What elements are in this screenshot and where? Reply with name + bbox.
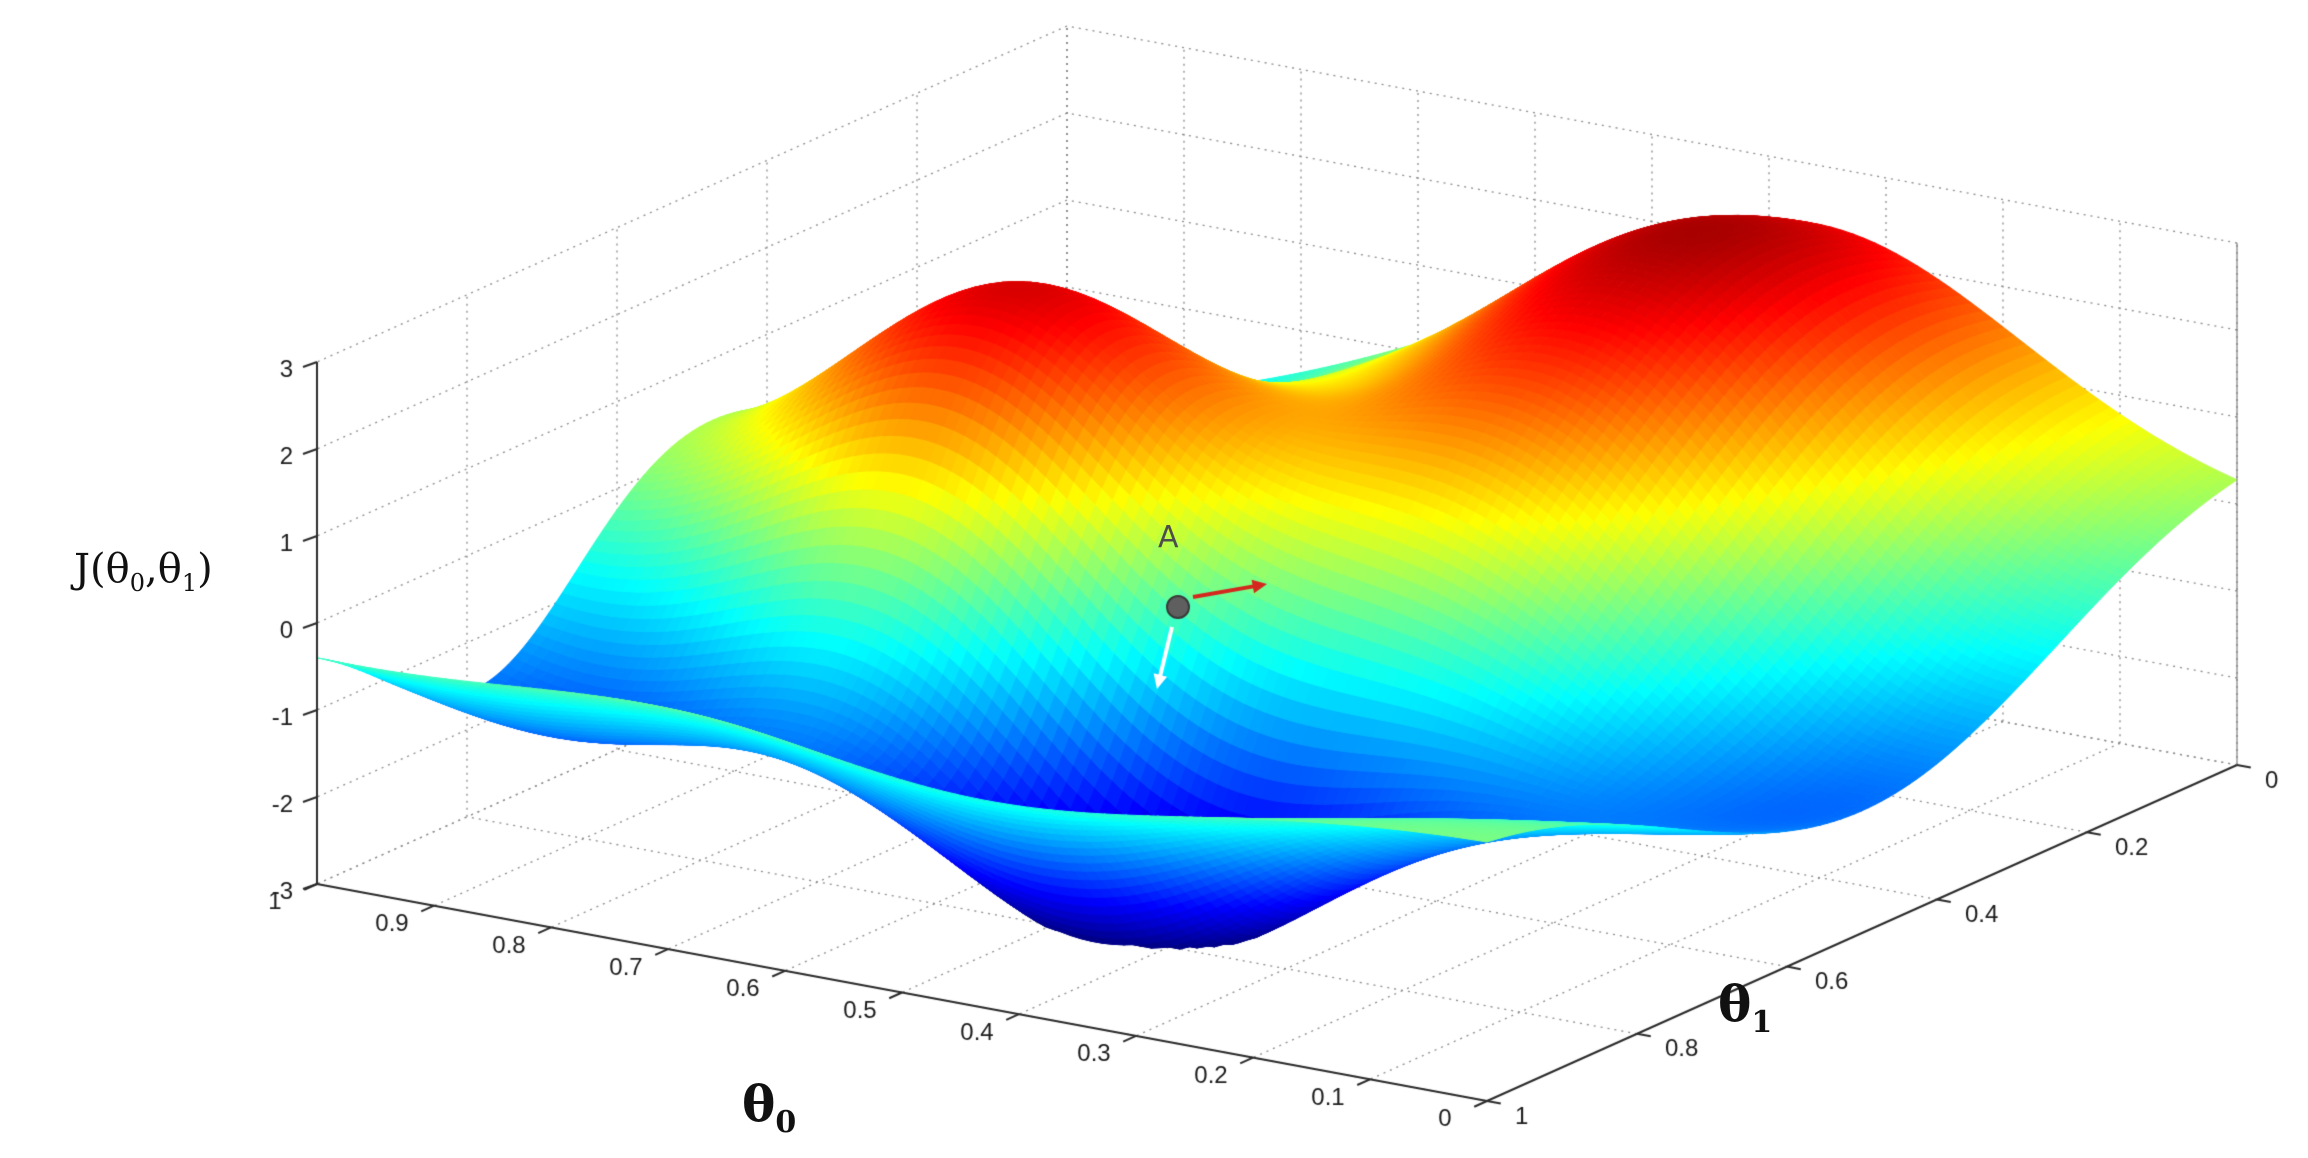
point-a-label: A [1158, 520, 1179, 555]
z-label-text-2: ,θ [145, 546, 182, 592]
y-axis-label: θ1 [1718, 974, 1772, 1040]
x-label-sub: 0 [775, 1105, 797, 1140]
x-label-base: θ [742, 1074, 776, 1133]
y-label-base: θ [1718, 974, 1752, 1033]
z-axis-label: J(θ0,θ1) [74, 546, 213, 597]
y-label-sub: 1 [1751, 1005, 1773, 1040]
x-axis-label: θ0 [742, 1074, 796, 1140]
z-label-sub-1: 1 [181, 569, 198, 597]
z-label-text-3: ) [197, 546, 213, 592]
z-label-sub-0: 0 [129, 569, 146, 597]
z-label-text: J(θ [74, 546, 130, 592]
